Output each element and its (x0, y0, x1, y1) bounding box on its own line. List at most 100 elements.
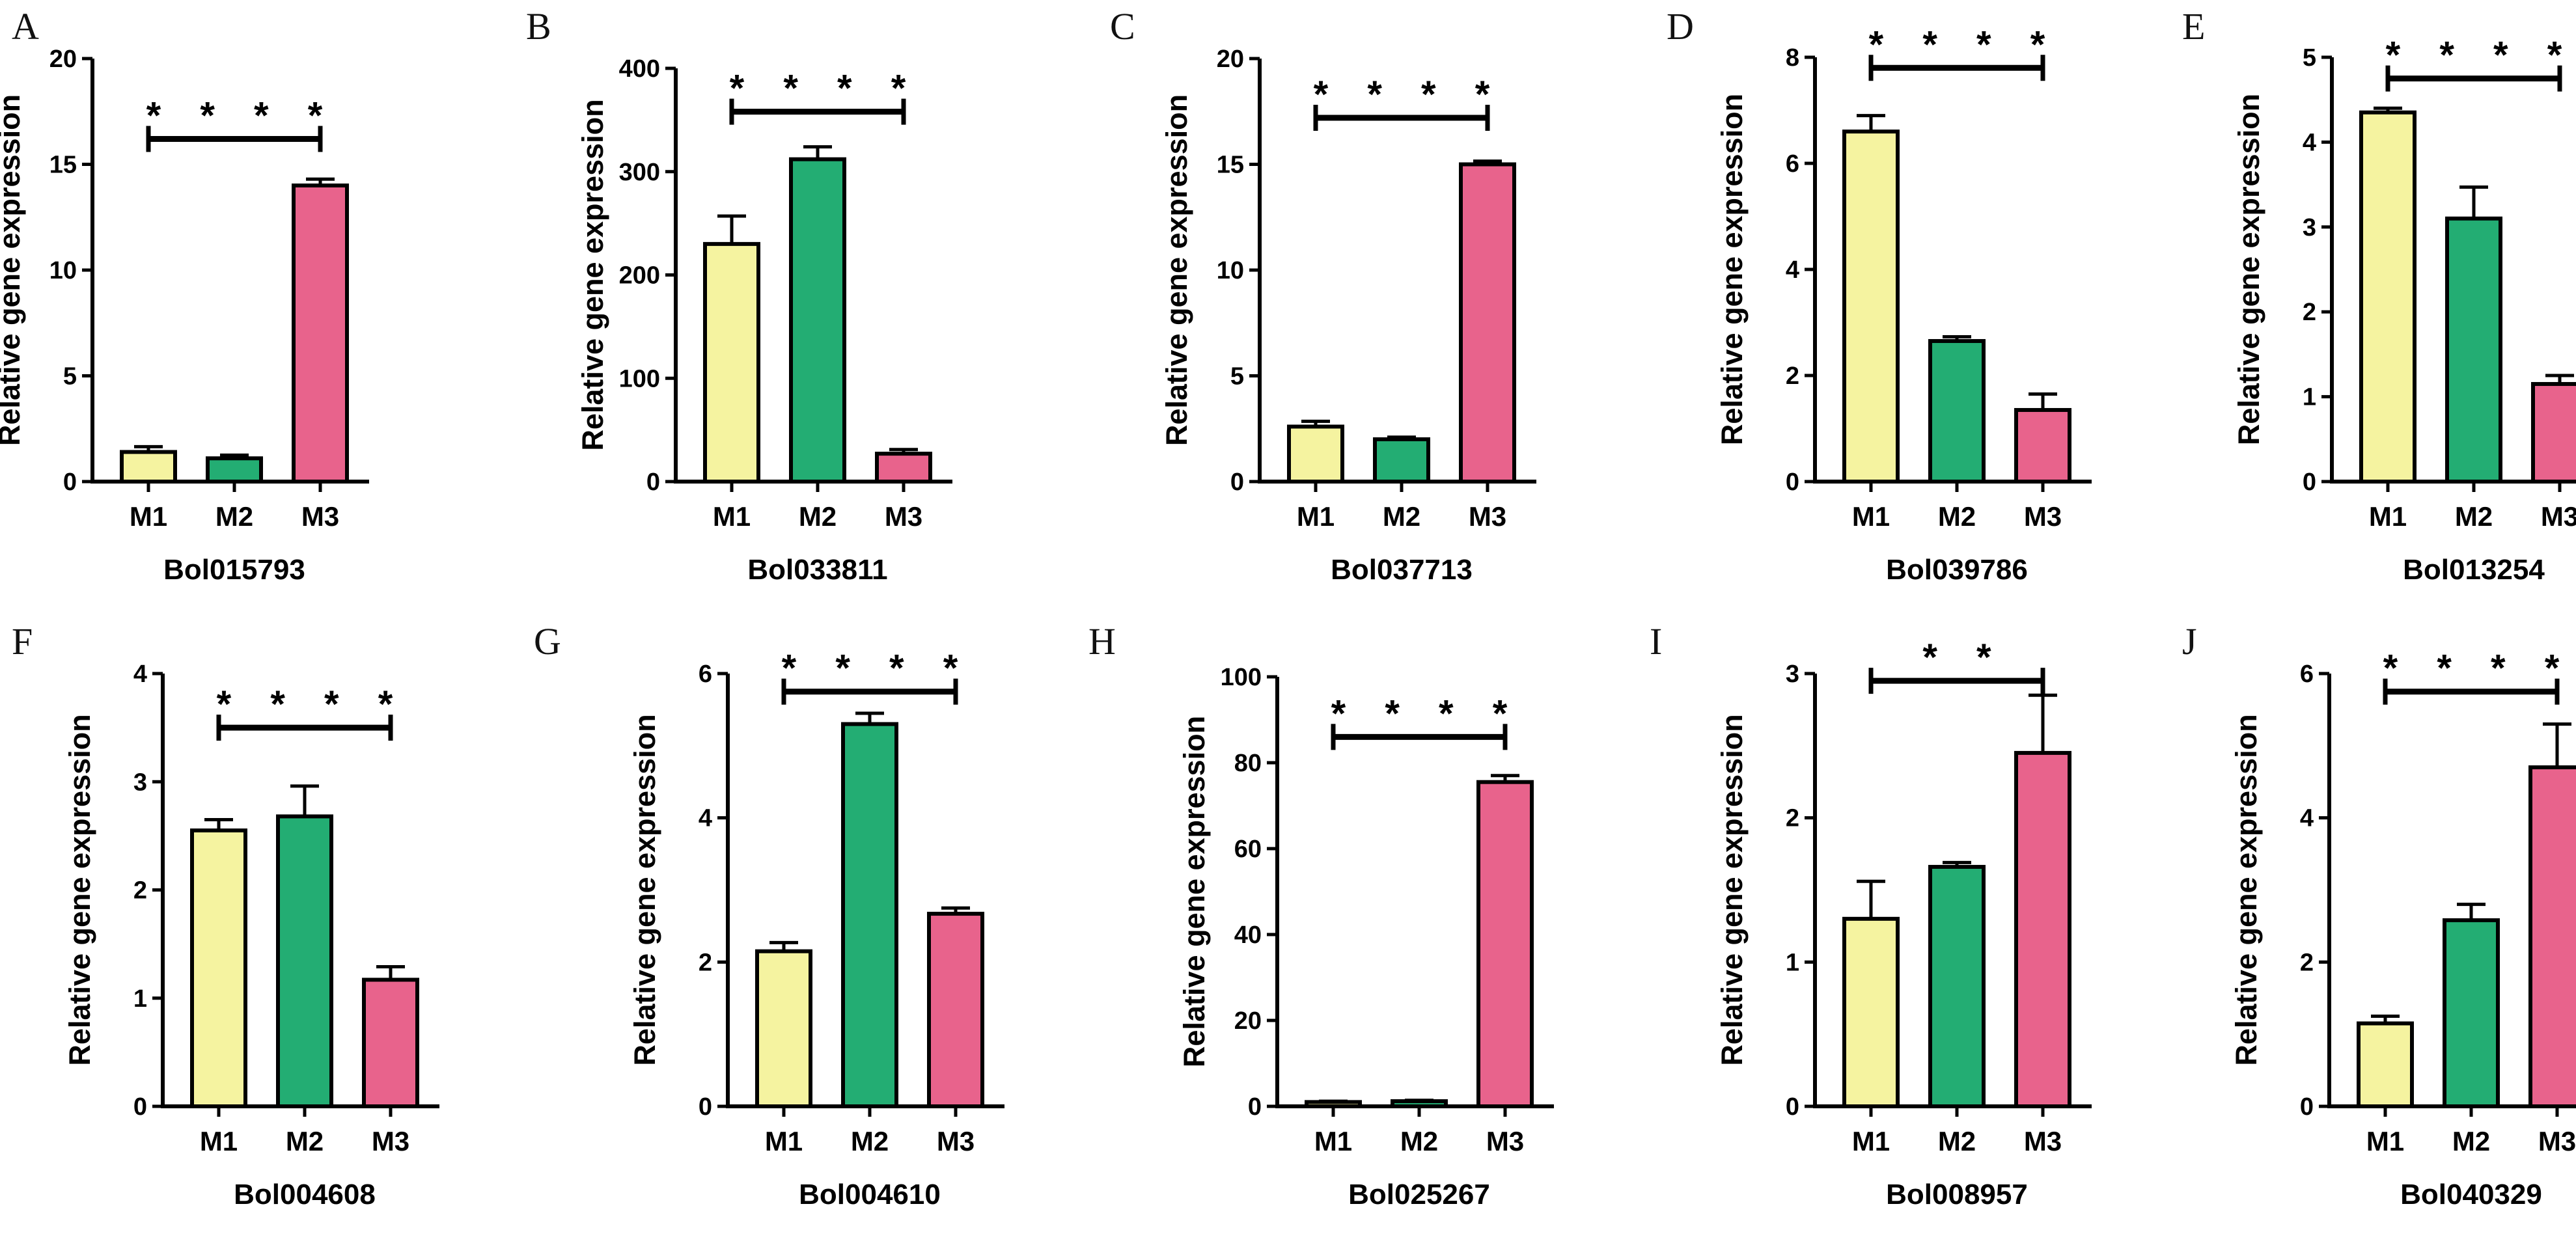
bar-m3 (1459, 162, 1516, 484)
x-tick-label: M1 (2366, 1126, 2404, 1156)
y-tick-label: 1 (133, 985, 147, 1013)
y-tick-label: 100 (619, 365, 660, 392)
y-tick-label: 40 (1234, 922, 1262, 949)
bar-m1 (1305, 1100, 1362, 1109)
bar-m1 (1842, 130, 1900, 484)
gene-label: Bol013254 (2403, 554, 2545, 586)
y-tick-label: 10 (1217, 257, 1244, 284)
y-axis-label: Relative gene expression (576, 99, 609, 450)
chart-panel-j: J Relative gene expression 0 2 4 6 M1 M2 M3 Bol04… (2182, 620, 2576, 1210)
bar-m2 (2443, 918, 2500, 1109)
bar-m1 (120, 450, 177, 484)
x-tick-label: M2 (1938, 1126, 1976, 1156)
significance-stars: * * * * (782, 648, 973, 690)
y-tick-label: 6 (2300, 661, 2314, 688)
x-tick-label: M3 (1469, 501, 1506, 532)
x-tick-label: M2 (286, 1126, 324, 1156)
x-tick-label: M2 (2452, 1126, 2490, 1156)
bar-m1 (2359, 110, 2417, 484)
x-tick-label: M2 (1938, 501, 1976, 532)
chart-panel-d: D Relative gene expression 0 2 4 6 8 M1 M2 M3 Bol0… (1667, 5, 2092, 586)
y-tick-label: 2 (133, 877, 147, 905)
bar-m3 (927, 912, 984, 1108)
y-tick-label: 4 (2300, 805, 2314, 832)
gene-label: Bol025267 (1348, 1179, 1490, 1210)
y-axis-label: Relative gene expression (628, 714, 661, 1065)
y-tick-label: 5 (63, 363, 77, 390)
y-tick-label: 10 (49, 257, 77, 284)
x-tick-label: M1 (1852, 501, 1890, 532)
y-tick-label: 5 (2303, 44, 2316, 72)
x-tick-label: M3 (1486, 1126, 1524, 1156)
x-tick-label: M2 (851, 1126, 889, 1156)
bar-m3 (875, 452, 932, 484)
x-tick-label: M2 (1400, 1126, 1438, 1156)
y-tick-label: 2 (1786, 362, 1799, 390)
y-tick-label: 15 (1217, 152, 1244, 179)
x-tick-label: M3 (2538, 1126, 2576, 1156)
y-axis-label: Relative gene expression (0, 94, 26, 446)
y-tick-label: 0 (646, 469, 660, 496)
y-tick-label: 80 (1234, 750, 1262, 777)
y-tick-label: 4 (2303, 129, 2316, 156)
y-tick-label: 2 (2303, 299, 2316, 326)
y-tick-label: 0 (1248, 1093, 1262, 1121)
panel-letter: J (2182, 620, 2197, 662)
x-tick-label: M1 (2369, 501, 2407, 532)
y-tick-label: 100 (1221, 664, 1262, 691)
x-tick-label: M1 (1314, 1126, 1352, 1156)
y-tick-label: 20 (1234, 1007, 1262, 1035)
significance-stars: * * * * (1331, 692, 1522, 735)
bar-m3 (292, 184, 349, 484)
bar-m2 (789, 157, 846, 484)
y-tick-label: 200 (619, 262, 660, 290)
y-axis-label: Relative gene expression (63, 714, 96, 1065)
y-tick-label: 3 (1786, 661, 1799, 688)
y-tick-label: 6 (1786, 150, 1799, 178)
x-tick-label: M1 (1852, 1126, 1890, 1156)
significance-stars: * * * * (2386, 34, 2576, 77)
chart-panel-h: H Relative gene expression 0 20 40 60 80 100 M1 M… (1088, 620, 1554, 1210)
chart-panel-a: A Relative gene expression 0 5 10 15 20 M1 M2 M3 B… (0, 5, 369, 586)
gene-label: Bol015793 (163, 554, 305, 586)
x-tick-label: M2 (799, 501, 837, 532)
chart-panel-e: E Relative gene expression 0 1 2 3 4 5 M1 M2 M3 Bol… (2182, 5, 2576, 586)
panel-letter: F (12, 620, 33, 662)
y-tick-label: 4 (1786, 256, 1799, 284)
y-axis-label: Relative gene expression (1160, 94, 1193, 446)
chart-panel-i: I Relative gene expression 0 1 2 3 M1 M2 M3 Bol00… (1650, 620, 2092, 1210)
bar-m3 (2014, 750, 2071, 1108)
y-tick-label: 0 (63, 469, 77, 496)
significance-stars: * * * * (1314, 74, 1504, 116)
y-tick-label: 1 (2303, 384, 2316, 411)
bar-m2 (1928, 339, 1986, 484)
x-tick-label: M3 (301, 501, 339, 532)
bar-m1 (755, 949, 812, 1109)
chart-panel-b: B Relative gene expression 0 100 200 300 400 M1… (526, 5, 952, 586)
x-tick-label: M3 (937, 1126, 975, 1156)
y-axis-label: Relative gene expression (2230, 714, 2263, 1065)
bar-m2 (276, 814, 333, 1108)
bar-m2 (206, 456, 263, 484)
x-tick-label: M1 (765, 1126, 803, 1156)
panel-letter: I (1650, 620, 1662, 662)
x-tick-label: M1 (130, 501, 167, 532)
y-tick-label: 0 (1786, 1093, 1799, 1121)
x-tick-label: M3 (2024, 1126, 2062, 1156)
panel-letter: C (1110, 5, 1135, 48)
y-tick-label: 300 (619, 159, 660, 186)
y-tick-label: 0 (1786, 469, 1799, 496)
bar-m1 (703, 241, 760, 484)
significance-stars: * * * * (730, 68, 921, 110)
y-tick-label: 2 (699, 949, 712, 976)
y-tick-label: 4 (133, 661, 147, 688)
y-tick-label: 3 (133, 769, 147, 796)
y-tick-label: 6 (699, 661, 712, 688)
y-tick-label: 2 (2300, 949, 2314, 976)
bar-m3 (2014, 407, 2071, 484)
gene-label: Bol037713 (1331, 554, 1473, 586)
bar-m1 (1842, 916, 1900, 1109)
bar-m1 (1287, 424, 1344, 484)
y-tick-label: 20 (1217, 46, 1244, 73)
